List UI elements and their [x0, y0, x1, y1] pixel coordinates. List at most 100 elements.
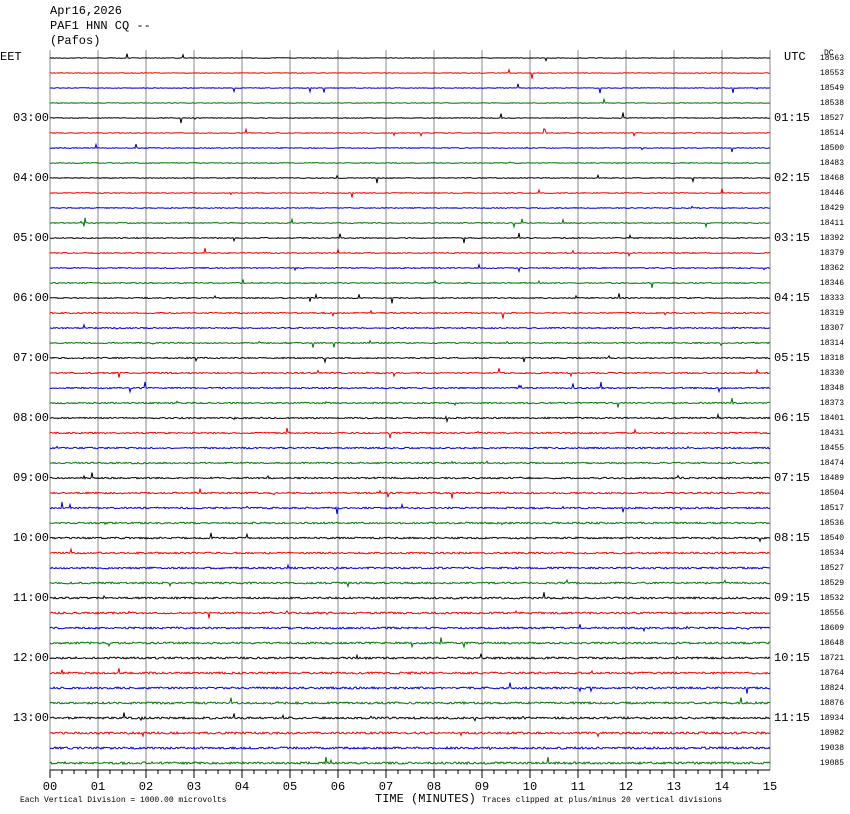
dc-value: 18318	[820, 354, 844, 363]
x-tick-label: 01	[91, 780, 105, 794]
x-tick-label: 02	[139, 780, 153, 794]
trace	[49, 460, 771, 465]
right-zone: UTC	[784, 50, 806, 64]
x-tick-label: 13	[667, 780, 681, 794]
dc-value: 18504	[820, 489, 844, 498]
dc-value: 18483	[820, 159, 844, 168]
trace	[49, 97, 771, 104]
dc-value: 18307	[820, 324, 844, 333]
trace	[49, 161, 771, 165]
dc-value: 18982	[820, 729, 844, 738]
dc-value: 19085	[820, 759, 844, 768]
dc-value: 18648	[820, 639, 844, 648]
trace	[49, 563, 771, 571]
trace	[49, 532, 771, 543]
dc-value: 18534	[820, 549, 844, 558]
trace	[49, 578, 771, 588]
dc-value: 18527	[820, 564, 844, 573]
dc-value: 18549	[820, 84, 844, 93]
dc-value: 18474	[820, 459, 844, 468]
trace	[49, 730, 771, 738]
dc-value: 18538	[820, 99, 844, 108]
trace	[49, 173, 771, 184]
trace	[49, 712, 771, 722]
header-line: PAF1 HNN CQ --	[50, 19, 151, 33]
left-hour: 09:00	[13, 471, 49, 485]
dc-value: 18556	[820, 609, 844, 618]
dc-value: 18431	[820, 429, 844, 438]
trace	[49, 381, 771, 394]
dc-value: 18489	[820, 474, 844, 483]
trace	[49, 217, 771, 229]
dc-value: 18346	[820, 279, 844, 288]
dc-value: 18536	[820, 519, 844, 528]
trace	[50, 205, 771, 210]
trace	[49, 397, 771, 408]
left-hour: 13:00	[13, 711, 49, 725]
x-tick-label: 03	[187, 780, 201, 794]
dc-value: 18348	[820, 384, 844, 393]
right-hour: 09:15	[774, 591, 810, 605]
dc-value: 18373	[820, 399, 844, 408]
left-hour: 12:00	[13, 651, 49, 665]
dc-value: 18314	[820, 339, 844, 348]
trace	[49, 427, 771, 439]
trace	[49, 112, 771, 124]
trace	[50, 323, 771, 330]
x-tick-label: 10	[523, 780, 537, 794]
right-hour: 11:15	[774, 711, 810, 725]
x-tick-label: 08	[427, 780, 441, 794]
dc-value: 18553	[820, 69, 844, 78]
trace	[49, 668, 771, 676]
trace	[49, 354, 771, 364]
trace	[50, 83, 770, 94]
trace	[49, 488, 771, 499]
x-tick-label: 09	[475, 780, 489, 794]
dc-value: 18411	[820, 219, 844, 228]
x-tick-label: 14	[715, 780, 729, 794]
left-hour: 06:00	[13, 291, 49, 305]
trace	[49, 547, 771, 555]
trace	[49, 339, 771, 348]
trace	[49, 757, 771, 766]
right-hour: 06:15	[774, 411, 810, 425]
dc-value: 18319	[820, 309, 844, 318]
trace	[49, 637, 771, 649]
dc-value: 18532	[820, 594, 844, 603]
trace	[49, 292, 771, 304]
dc-value: 18824	[820, 684, 844, 693]
right-hour: 05:15	[774, 351, 810, 365]
trace	[49, 521, 771, 526]
x-tick-label: 05	[283, 780, 297, 794]
dc-value: 18455	[820, 444, 844, 453]
dc-value: 18362	[820, 264, 844, 273]
clip-note: Traces clipped at plus/minus 20 vertical…	[482, 796, 722, 805]
dc-value: 18764	[820, 669, 844, 678]
right-hour: 08:15	[774, 531, 810, 545]
trace	[49, 53, 771, 62]
left-hour: 08:00	[13, 411, 49, 425]
dc-value: 18517	[820, 504, 844, 513]
dc-value: 18500	[820, 144, 844, 153]
trace	[49, 279, 771, 289]
trace	[49, 624, 771, 633]
right-hour: 01:15	[774, 111, 810, 125]
x-tick-label: 15	[763, 780, 777, 794]
dc-value: 18379	[820, 249, 844, 258]
trace	[49, 262, 770, 274]
trace	[49, 188, 770, 198]
x-axis-label: TIME (MINUTES)	[375, 792, 476, 806]
trace	[49, 592, 771, 600]
dc-value: 18429	[820, 204, 844, 213]
left-hour: 10:00	[13, 531, 49, 545]
trace	[49, 127, 771, 138]
right-hour: 03:15	[774, 231, 810, 245]
left-hour: 07:00	[13, 351, 49, 365]
trace	[49, 501, 771, 514]
right-hour: 07:15	[774, 471, 810, 485]
x-tick-label: 12	[619, 780, 633, 794]
dc-value: 18514	[820, 129, 844, 138]
right-hour: 10:15	[774, 651, 810, 665]
x-tick-label: 00	[43, 780, 57, 794]
